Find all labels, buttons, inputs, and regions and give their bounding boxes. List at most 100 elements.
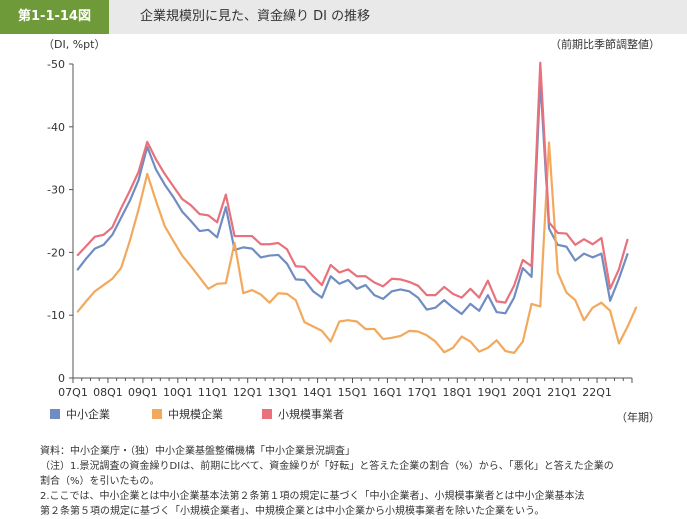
data-point-s3 <box>225 194 227 196</box>
data-point-s1 <box>574 259 576 262</box>
note-2b: 第２条第５項の規定に基づく「小規模企業者」、中規模企業とは中小企業から小規模事業… <box>40 506 545 517</box>
data-point-s1 <box>242 246 244 248</box>
data-point-s2 <box>172 240 175 242</box>
x-tick-label: 11Q1 <box>198 386 228 399</box>
data-point-s2 <box>443 351 445 353</box>
series-line-3 <box>76 61 629 304</box>
y-tick-label: -10 <box>47 309 65 322</box>
data-point-s2 <box>382 338 384 340</box>
data-point-s2 <box>216 283 218 285</box>
data-point-s3 <box>251 235 253 237</box>
x-tick-label: 15Q1 <box>338 386 368 399</box>
data-point-s3 <box>321 284 323 286</box>
data-point-s1 <box>469 303 472 305</box>
data-point-s3 <box>382 285 384 287</box>
data-point-s1 <box>426 308 428 311</box>
data-point-s2 <box>365 328 367 330</box>
data-point-s2 <box>513 352 515 354</box>
data-point-s1 <box>548 227 550 230</box>
data-point-s2 <box>312 325 314 328</box>
data-point-s3 <box>513 285 515 287</box>
data-point-s3 <box>434 294 437 296</box>
data-point-s2 <box>408 330 410 332</box>
data-point-s2 <box>627 325 629 328</box>
data-point-s2 <box>129 240 131 242</box>
data-point-s1 <box>391 290 393 292</box>
data-point-s3 <box>190 204 192 206</box>
data-point-s2 <box>609 310 611 312</box>
x-tick-label: 10Q1 <box>163 386 193 399</box>
data-point-s2 <box>600 302 603 304</box>
data-point-s2 <box>338 320 340 323</box>
data-point-s1 <box>94 248 96 250</box>
data-point-s1 <box>522 267 524 269</box>
data-point-s2 <box>539 305 541 308</box>
data-point-s1 <box>120 217 122 219</box>
data-point-s1 <box>251 248 253 250</box>
x-tick-label: 21Q1 <box>547 386 577 399</box>
data-point-s3 <box>330 264 332 266</box>
data-point-s2 <box>452 347 454 349</box>
legend-label-2: 中規模企業 <box>168 407 223 421</box>
x-tick-label: 20Q1 <box>512 386 542 399</box>
data-point-s3 <box>102 234 105 236</box>
data-point-s3 <box>592 243 594 245</box>
data-point-s2 <box>434 340 437 343</box>
data-point-s1 <box>530 276 533 278</box>
y-tick-label: 0 <box>58 372 65 385</box>
data-point-s1 <box>417 297 419 299</box>
data-point-s1 <box>181 210 183 213</box>
data-point-s2 <box>102 284 105 286</box>
data-point-s1 <box>347 279 349 281</box>
data-point-s1 <box>295 278 297 281</box>
x-tick-label: 07Q1 <box>58 386 88 399</box>
data-point-s1 <box>408 290 410 292</box>
data-point-s2 <box>207 288 209 290</box>
data-point-s1 <box>303 279 306 281</box>
data-point-s1 <box>330 275 332 277</box>
data-point-s3 <box>216 221 218 223</box>
data-point-s1 <box>137 179 140 181</box>
note-1b: 割合（%）を引いたもの。 <box>40 476 160 487</box>
data-point-s1 <box>172 196 175 198</box>
data-point-s3 <box>295 265 297 267</box>
data-point-s2 <box>303 321 306 323</box>
data-point-s1 <box>312 290 314 292</box>
data-point-s1 <box>513 297 515 299</box>
data-point-s1 <box>600 253 603 255</box>
data-point-s2 <box>251 289 253 291</box>
data-point-s3 <box>260 243 262 245</box>
data-point-s3 <box>565 232 568 235</box>
data-point-s1 <box>382 298 384 300</box>
data-point-s3 <box>286 248 288 250</box>
data-point-s3 <box>443 286 445 288</box>
data-point-s3 <box>574 244 576 246</box>
data-point-s2 <box>530 303 533 305</box>
data-point-s1 <box>399 288 402 291</box>
x-tick-label: 14Q1 <box>303 386 333 399</box>
data-point-s2 <box>286 293 288 295</box>
data-point-s1 <box>592 256 594 259</box>
data-point-s1 <box>321 297 323 299</box>
legend-swatch-1 <box>50 409 60 419</box>
data-point-s2 <box>233 242 236 244</box>
data-point-s1 <box>557 244 559 246</box>
data-point-s2 <box>391 337 393 339</box>
data-point-s2 <box>469 340 472 343</box>
data-point-s1 <box>111 234 113 236</box>
data-point-s2 <box>399 335 402 337</box>
data-point-s2 <box>478 351 480 353</box>
data-point-s3 <box>469 288 472 290</box>
data-point-s2 <box>504 350 506 352</box>
note-2a: 2.ここでは、中小企業とは中小企業基本法第２条第１項の規定に基づく「中小企業者」… <box>40 491 585 502</box>
data-point-s1 <box>627 253 629 255</box>
data-point-s1 <box>487 294 489 296</box>
adjustment-note: （前期比季節調整値） <box>550 37 660 51</box>
data-point-s1 <box>443 299 445 301</box>
data-point-s3 <box>146 141 148 143</box>
data-point-s2 <box>330 340 332 343</box>
data-point-s2 <box>426 334 428 336</box>
data-point-s3 <box>129 190 131 192</box>
data-point-s3 <box>618 268 620 270</box>
data-point-s2 <box>181 254 183 257</box>
